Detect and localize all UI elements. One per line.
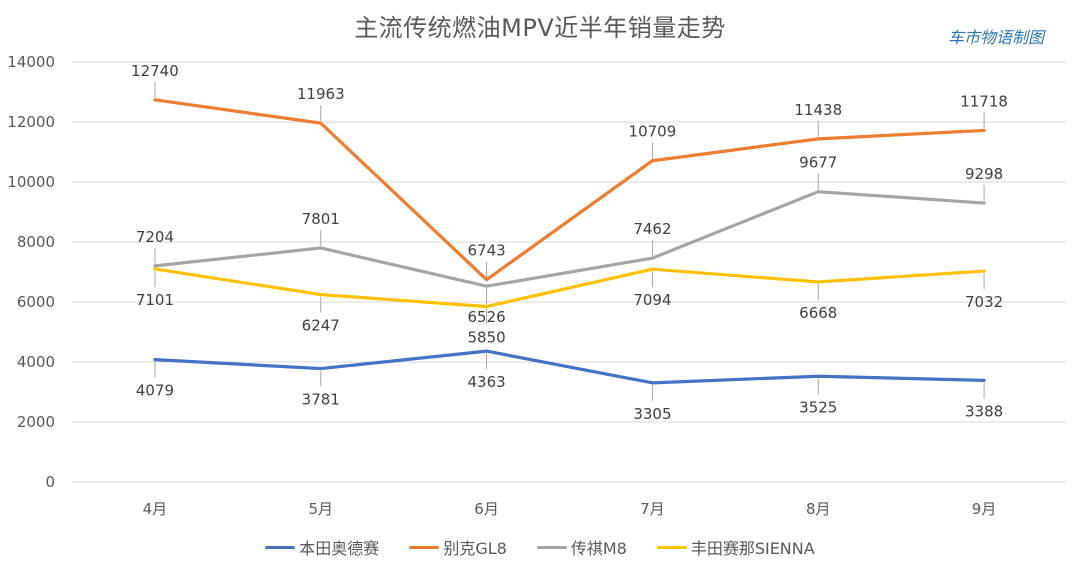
- x-tick-label: 7月: [640, 500, 665, 518]
- legend-item: 本田奥德赛: [265, 535, 379, 559]
- x-axis-ticks: 4月 5月 6月 7月 8月 9月: [143, 500, 997, 518]
- y-tick-label: 10000: [7, 173, 55, 191]
- series-line-0: [153, 349, 986, 385]
- series-line-3: [153, 267, 986, 309]
- data-label: 6743: [467, 242, 505, 260]
- data-label: 4079: [136, 382, 174, 400]
- y-tick-label: 2000: [17, 413, 55, 431]
- data-label: 7462: [633, 220, 671, 238]
- data-label: 7032: [965, 293, 1003, 311]
- legend-swatch: [265, 545, 296, 549]
- data-label: 3525: [799, 398, 837, 416]
- y-tick-label: 8000: [17, 233, 55, 251]
- legend-item: 丰田赛那SIENNA: [656, 535, 815, 559]
- data-label: 9298: [965, 165, 1003, 183]
- x-tick-label: 6月: [474, 500, 499, 518]
- series-line-1: [153, 98, 986, 282]
- y-tick-label: 6000: [17, 293, 55, 311]
- data-label: 7094: [633, 291, 671, 309]
- legend-item: 别克GL8: [409, 535, 507, 559]
- chart-title: 主流传统燃油MPV近半年销量走势: [354, 14, 726, 42]
- data-label: 6668: [799, 304, 837, 322]
- legend-swatch: [409, 545, 440, 549]
- legend-label: 本田奥德赛: [299, 539, 380, 558]
- data-label: 11438: [794, 101, 842, 119]
- legend-swatch: [536, 545, 567, 549]
- data-labels: 4079 3781 4363 3305 3525 3388 12740 11963 6743 10…: [131, 62, 1008, 423]
- legend-item: 传祺M8: [536, 535, 627, 559]
- series-line-2: [153, 190, 986, 288]
- legend-swatch: [656, 545, 687, 549]
- data-label: 12740: [131, 62, 179, 80]
- x-tick-label: 4月: [143, 500, 168, 518]
- y-axis-ticks: 0 2000 4000 6000 8000 10000 12000 14000: [7, 53, 55, 491]
- data-label: 3305: [633, 405, 671, 423]
- y-tick-label: 14000: [7, 53, 55, 71]
- data-label: 6247: [302, 317, 340, 335]
- series-lines: [153, 98, 986, 385]
- y-tick-label: 12000: [7, 113, 55, 131]
- x-tick-label: 9月: [972, 500, 997, 518]
- gridlines: [72, 61, 1067, 483]
- legend-label: 丰田赛那SIENNA: [690, 539, 815, 558]
- data-label: 4363: [467, 373, 505, 391]
- data-label: 7101: [136, 291, 174, 309]
- x-tick-label: 5月: [308, 500, 333, 518]
- data-label: 3781: [302, 391, 340, 409]
- data-label: 11718: [960, 92, 1008, 110]
- watermark: 车市物语制图: [947, 28, 1044, 47]
- x-tick-label: 8月: [806, 500, 831, 518]
- data-label: 7801: [302, 210, 340, 228]
- data-label: 7204: [136, 228, 174, 246]
- legend: 本田奥德赛 别克GL8 传祺M8 丰田赛那SIENNA: [0, 535, 1080, 559]
- legend-label: 传祺M8: [570, 539, 627, 558]
- data-label: 11963: [297, 85, 345, 103]
- legend-label: 别克GL8: [443, 539, 507, 558]
- y-tick-label: 0: [45, 473, 55, 491]
- data-label: 3388: [965, 402, 1003, 420]
- data-label: 5850: [467, 329, 505, 347]
- y-tick-label: 4000: [17, 353, 55, 371]
- data-label: 9677: [799, 154, 837, 172]
- data-label: 10709: [629, 123, 677, 141]
